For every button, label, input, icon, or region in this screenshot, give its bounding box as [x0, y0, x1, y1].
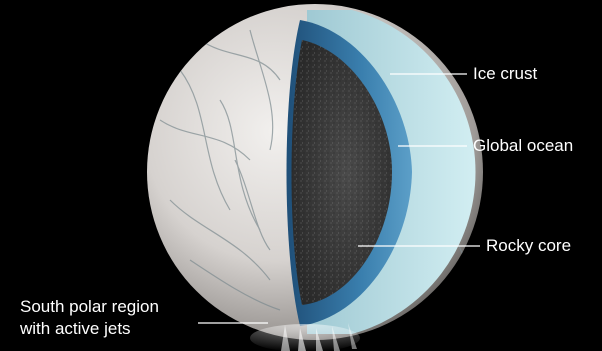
label-rocky-core: Rocky core [486, 236, 572, 255]
label-global-ocean: Global ocean [473, 136, 574, 155]
label-south-polar-line2: with active jets [20, 319, 131, 338]
label-south-polar-line1: South polar region [20, 297, 159, 316]
label-ice-crust: Ice crust [473, 64, 538, 83]
label-south-polar-region: South polar region with active jets [20, 296, 159, 340]
rocky-core-texture [291, 40, 392, 305]
leader-lines [198, 73, 480, 324]
south-polar-jets [250, 323, 360, 351]
